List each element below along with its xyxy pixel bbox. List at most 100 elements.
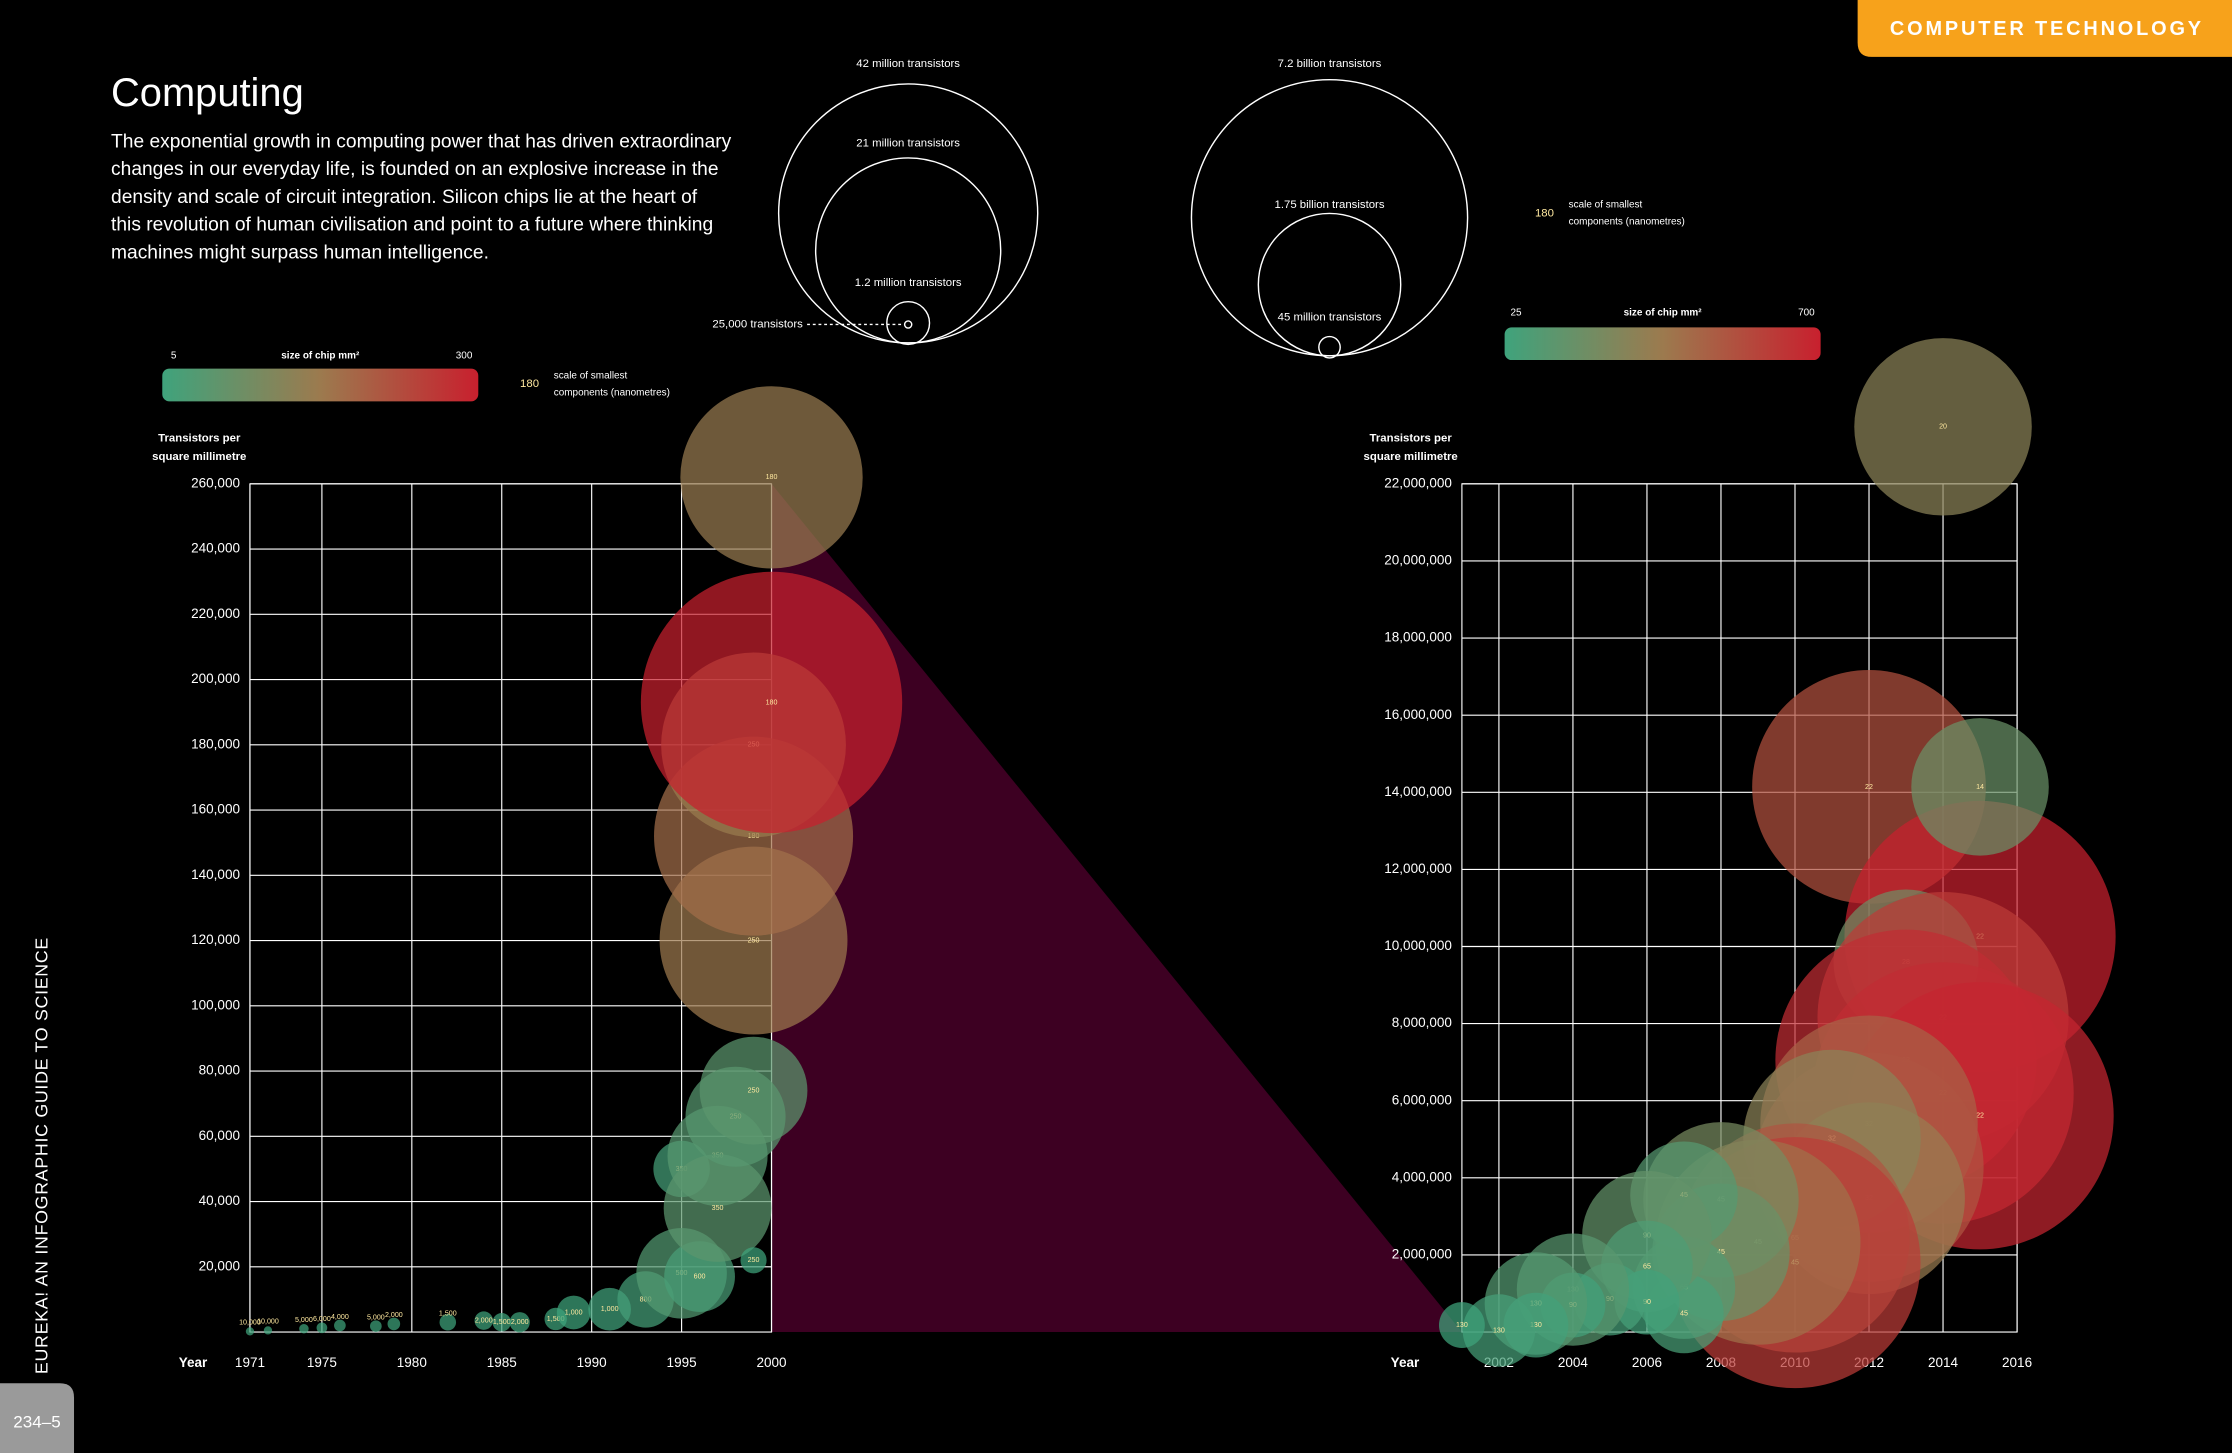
- section-tab: [1857, 0, 2232, 57]
- chart: 20,000 40,000 60,000 80,000 100,000 120,000 14…: [152, 350, 903, 1370]
- y-tick-label: 60,000: [199, 1128, 240, 1143]
- bubble: [680, 386, 863, 569]
- page-title: Computing: [111, 71, 304, 115]
- bubble-label: 65: [1643, 1262, 1651, 1270]
- bubble-label: 5,000: [367, 1314, 385, 1322]
- bubble: [740, 1247, 767, 1274]
- x-tick-label: 1980: [397, 1355, 427, 1370]
- side-label: EUREKA! AN INFOGRAPHIC GUIDE TO SCIENCE: [31, 937, 51, 1374]
- x-tick-label: 1985: [487, 1355, 517, 1370]
- y-tick-label: 180,000: [191, 736, 240, 751]
- nm-legend-label: scale of smallest: [1569, 200, 1643, 211]
- bubble-label: 4,000: [331, 1313, 349, 1321]
- y-tick-label: 200,000: [191, 671, 240, 686]
- bubble-label: 130: [1530, 1321, 1542, 1329]
- page-number: 234–5: [13, 1413, 60, 1432]
- bubble: [245, 1327, 255, 1336]
- bubble-label: 1,500: [547, 1315, 565, 1323]
- bubble: [387, 1317, 401, 1331]
- nm-legend-label: components (nanometres): [1569, 217, 1685, 228]
- y-tick-label: 14,000,000: [1384, 784, 1452, 799]
- circle-21m: [814, 157, 1002, 344]
- bubble-label: 2,000: [385, 1311, 403, 1319]
- bubble: [699, 1036, 808, 1145]
- x-tick-label: 2006: [1632, 1355, 1662, 1370]
- color-legend-title: size of chip mm²: [281, 350, 360, 361]
- bubble: [663, 1154, 772, 1262]
- bubble-label: 5,000: [295, 1316, 313, 1324]
- x-tick-label: 2004: [1558, 1355, 1589, 1370]
- y-tick-label: 120,000: [191, 932, 240, 947]
- bubble-label: 14: [1976, 783, 1984, 791]
- intro-line: The exponential growth in computing powe…: [111, 131, 732, 152]
- y-axis-label: Transistors per: [158, 432, 241, 444]
- y-tick-label: 6,000,000: [1392, 1092, 1452, 1107]
- bubble: [556, 1295, 591, 1330]
- circle-1-2m: [886, 300, 931, 346]
- diagram-label: 45 million transistors: [1278, 311, 1382, 323]
- transistor-diagram: [777, 78, 1469, 359]
- bubble-label: 130: [1456, 1321, 1468, 1329]
- color-legend-title: size of chip mm²: [1624, 308, 1703, 319]
- bubble-label: 6,000: [313, 1315, 331, 1323]
- y-tick-label: 22,000,000: [1384, 475, 1452, 490]
- bubble-label: 45: [1717, 1248, 1725, 1256]
- bubble: [474, 1311, 494, 1330]
- nm-legend-label: scale of smallest: [554, 370, 628, 381]
- y-tick-label: 240,000: [191, 541, 240, 556]
- bubble-label: 180: [766, 473, 778, 481]
- circle-1-75b: [1257, 212, 1402, 357]
- bubble: [1854, 338, 2032, 516]
- bubble-label: 130: [1493, 1326, 1505, 1334]
- bubble-label: 22: [1865, 783, 1873, 791]
- bubble: [263, 1326, 273, 1335]
- bubble-label: 350: [712, 1204, 724, 1212]
- y-axis-label: square millimetre: [152, 451, 246, 463]
- diagram-label: 1.2 million transistors: [855, 277, 962, 289]
- intro-line: machines might surpass human intelligenc…: [111, 242, 489, 263]
- y-tick-label: 8,000,000: [1392, 1015, 1452, 1030]
- bubble-label: 250: [748, 1087, 760, 1095]
- bubble-label: 1,500: [493, 1318, 511, 1326]
- bubble-label: 10,000: [239, 1319, 261, 1327]
- y-tick-label: 10,000,000: [1384, 938, 1452, 953]
- bubble-label: 22: [1976, 1112, 1984, 1120]
- bubble: [1911, 718, 2049, 856]
- y-tick-label: 40,000: [199, 1193, 240, 1208]
- x-tick-label: 1971: [235, 1355, 265, 1370]
- y-tick-label: 12,000,000: [1384, 861, 1452, 876]
- intro: The exponential growth in computing powe…: [111, 131, 732, 263]
- page-number-box: [0, 1383, 75, 1453]
- y-tick-label: 20,000: [199, 1258, 240, 1273]
- bubble-label: 2,000: [511, 1318, 529, 1326]
- y-tick-label: 2,000,000: [1392, 1247, 1452, 1262]
- diagram-label: 25,000 transistors: [712, 318, 803, 330]
- y-tick-label: 100,000: [191, 997, 240, 1012]
- y-tick-label: 160,000: [191, 802, 240, 817]
- color-legend-max: 300: [456, 350, 473, 361]
- bubble-label: 45: [1680, 1309, 1688, 1317]
- bubble-label: 90: [1643, 1298, 1651, 1306]
- color-legend-bar: [1504, 327, 1821, 361]
- x-tick-label: 1975: [307, 1355, 337, 1370]
- x-axis-label: Year: [179, 1355, 208, 1370]
- bubble-label: 250: [748, 1256, 760, 1264]
- intro-line: this revolution of human civilisation an…: [111, 215, 713, 236]
- nm-legend-value: 180: [520, 378, 539, 390]
- y-tick-label: 18,000,000: [1384, 630, 1452, 645]
- zoom-triangle: [771, 483, 1462, 1333]
- bubble: [509, 1312, 530, 1333]
- diagram-label: 42 million transistors: [856, 58, 960, 70]
- color-legend-max: 700: [1798, 308, 1815, 319]
- color-legend-min: 25: [1510, 308, 1522, 319]
- bubble: [334, 1319, 346, 1332]
- color-legend-bar: [162, 368, 479, 402]
- bubble-label: 600: [694, 1272, 706, 1280]
- bubble: [1438, 1302, 1485, 1349]
- bubble-label: 250: [748, 936, 760, 944]
- intro-line: density and scale of circuit integration…: [111, 187, 698, 208]
- color-legend-min: 5: [171, 350, 177, 361]
- bubble-label: 10,000: [257, 1318, 279, 1326]
- bubble-label: 180: [766, 698, 778, 706]
- y-tick-label: 260,000: [191, 475, 240, 490]
